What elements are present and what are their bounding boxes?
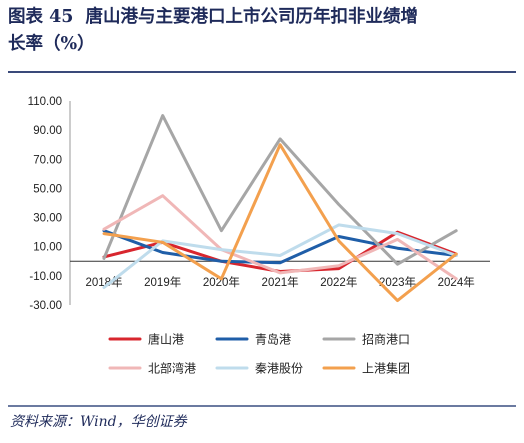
x-tick-label: 2024年 — [438, 275, 475, 289]
y-tick-label: 30.00 — [33, 213, 62, 225]
source-note: 资料来源：Wind，华创证券 — [10, 414, 187, 430]
x-tick-label: 2022年 — [320, 275, 357, 289]
x-tick-label: 2019年 — [144, 275, 181, 289]
x-tick-label: 2020年 — [203, 275, 240, 289]
legend-label: 北部湾港 — [148, 361, 196, 376]
y-tick-label: 90.00 — [33, 125, 62, 137]
y-tick-label: -30.00 — [29, 300, 62, 312]
x-tick-label: 2021年 — [262, 275, 299, 289]
legend-label: 秦港股份 — [255, 362, 303, 376]
y-tick-label: -10.00 — [29, 271, 62, 283]
legend-label: 招商港口 — [362, 332, 410, 347]
series-line-3 — [102, 114, 458, 266]
y-tick-label: 50.00 — [33, 183, 62, 195]
series-line-6 — [102, 143, 458, 303]
figure-label: 图表 45 — [8, 7, 74, 27]
y-tick-label: 70.00 — [33, 154, 62, 166]
x-tick-label: 2023年 — [379, 275, 416, 289]
y-tick-label: 110.00 — [28, 96, 62, 108]
y-axis: 110.00 90.00 70.00 50.00 30.00 10.00 -10.00 -30… — [28, 96, 71, 312]
legend-label: 青岛港 — [255, 332, 291, 347]
series-line-2 — [102, 229, 458, 265]
legend-label: 唐山港 — [148, 332, 184, 347]
legend-label: 上港集团 — [362, 361, 410, 376]
figure-title-line2: 长率（%） — [8, 34, 95, 54]
series-lines — [102, 114, 458, 303]
line-chart: 110.00 90.00 70.00 50.00 30.00 10.00 -10.00 -30… — [28, 96, 490, 376]
series-line-4 — [102, 194, 458, 281]
footer-rule — [8, 405, 516, 407]
x-axis: 2018年 2019年 2020年 2021年 2022年 2023年 2024年 — [70, 260, 490, 289]
figure-title-line1: 唐山港与主要港口上市公司历年扣非业绩增 — [85, 7, 418, 27]
header-rule — [8, 71, 516, 73]
y-tick-label: 10.00 — [33, 242, 62, 254]
figure-title: 图表 45 唐山港与主要港口上市公司历年扣非业绩增 长率（%） — [8, 4, 518, 58]
